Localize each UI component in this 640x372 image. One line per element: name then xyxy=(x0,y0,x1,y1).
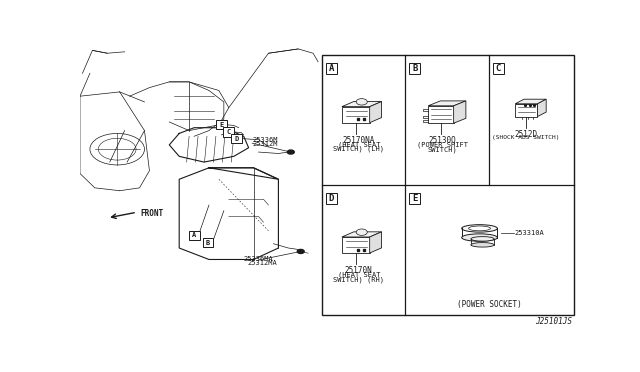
Ellipse shape xyxy=(468,226,490,231)
Circle shape xyxy=(356,229,367,235)
Polygon shape xyxy=(342,107,370,123)
Text: B: B xyxy=(206,240,210,246)
Text: SWITCH) (LH): SWITCH) (LH) xyxy=(333,146,384,153)
Polygon shape xyxy=(454,101,466,123)
Polygon shape xyxy=(342,237,370,253)
Text: E: E xyxy=(412,194,417,203)
Text: B: B xyxy=(412,64,417,73)
Text: 25130Q: 25130Q xyxy=(428,137,456,145)
Polygon shape xyxy=(428,106,454,123)
Bar xyxy=(326,63,337,74)
Polygon shape xyxy=(342,102,381,107)
Text: E: E xyxy=(220,122,224,128)
Polygon shape xyxy=(515,99,546,104)
Text: 2512D: 2512D xyxy=(515,130,538,139)
Bar xyxy=(326,193,337,205)
Text: A: A xyxy=(192,232,196,238)
Ellipse shape xyxy=(471,237,494,241)
Text: (SHOCK ABS SWITCH): (SHOCK ABS SWITCH) xyxy=(492,135,560,140)
Ellipse shape xyxy=(461,225,497,232)
Bar xyxy=(216,120,227,129)
Text: A: A xyxy=(329,64,334,73)
Circle shape xyxy=(356,99,367,105)
Text: SWITCH) (RH): SWITCH) (RH) xyxy=(333,276,384,283)
Ellipse shape xyxy=(471,243,494,247)
Text: J25101JS: J25101JS xyxy=(536,317,573,326)
Bar xyxy=(410,193,420,205)
Text: D: D xyxy=(329,194,334,203)
Text: SWITCH): SWITCH) xyxy=(428,147,457,153)
Text: 25312M: 25312M xyxy=(253,141,278,147)
Polygon shape xyxy=(428,101,466,106)
Text: (HEAT SEAT: (HEAT SEAT xyxy=(337,272,380,278)
Bar xyxy=(410,63,420,74)
Text: C: C xyxy=(227,129,231,135)
Text: (POWER SHIFT: (POWER SHIFT xyxy=(417,142,468,148)
Text: 25170N: 25170N xyxy=(345,266,372,275)
Bar xyxy=(223,128,234,137)
Text: 25336MA: 25336MA xyxy=(244,256,273,262)
Polygon shape xyxy=(538,99,546,117)
Ellipse shape xyxy=(461,234,497,241)
Circle shape xyxy=(297,250,304,253)
Bar xyxy=(189,231,200,240)
Text: D: D xyxy=(235,135,239,142)
Bar xyxy=(493,63,504,74)
Text: 253310A: 253310A xyxy=(515,230,545,236)
Text: FRONT: FRONT xyxy=(141,209,164,218)
Circle shape xyxy=(287,150,294,154)
Bar xyxy=(231,134,242,143)
Text: (POWER SOCKET): (POWER SOCKET) xyxy=(457,299,522,308)
Text: 25336M: 25336M xyxy=(253,137,278,143)
Text: (HEAT SEAT: (HEAT SEAT xyxy=(337,141,380,148)
Text: C: C xyxy=(495,64,501,73)
Polygon shape xyxy=(515,104,538,117)
Text: 25312MA: 25312MA xyxy=(248,260,277,266)
Bar xyxy=(202,238,213,247)
Polygon shape xyxy=(342,232,381,237)
Bar xyxy=(322,55,573,315)
Polygon shape xyxy=(370,102,381,123)
Text: 25170NA: 25170NA xyxy=(342,136,375,145)
Polygon shape xyxy=(370,232,381,253)
